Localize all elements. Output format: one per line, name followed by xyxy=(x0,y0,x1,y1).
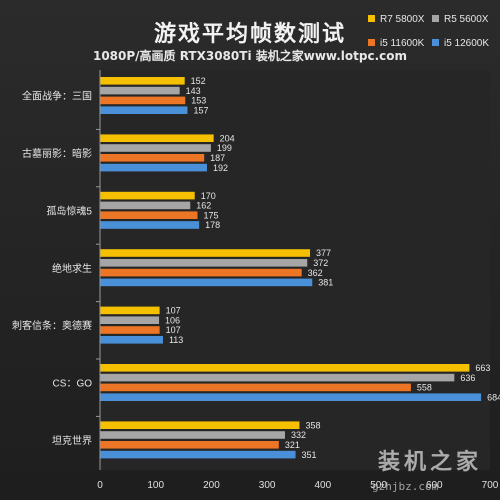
x-tick-label: 600 xyxy=(426,480,443,491)
bar xyxy=(100,154,205,162)
bar xyxy=(100,268,302,277)
bar xyxy=(100,163,207,172)
bar xyxy=(100,96,186,105)
bar xyxy=(100,201,191,210)
bar xyxy=(100,383,411,392)
data-label: 351 xyxy=(302,450,317,460)
data-label: 372 xyxy=(313,258,328,268)
bar xyxy=(100,191,195,200)
bar xyxy=(100,450,296,459)
bar xyxy=(100,373,455,382)
data-label: 358 xyxy=(305,420,320,430)
legend-swatch-i5-12600k xyxy=(432,39,439,46)
bar xyxy=(100,259,308,267)
data-label: 157 xyxy=(193,105,208,115)
bar xyxy=(100,278,313,287)
legend-item-i5-11600k: i5 11600K xyxy=(368,38,424,49)
category-label: 绝地求生 xyxy=(52,262,92,275)
legend-item-r5-5600x: R5 5600X xyxy=(432,14,488,25)
x-tick-label: 100 xyxy=(147,480,164,491)
data-label: 199 xyxy=(217,143,232,153)
bar xyxy=(100,106,188,114)
chart-subtitle: 1080P/高画质 RTX3080Ti 装机之家www.lotpc.com xyxy=(92,49,408,63)
bar xyxy=(100,77,185,85)
data-label: 113 xyxy=(169,335,183,345)
bar xyxy=(100,134,214,142)
legend-item-r7-5800x: R7 5800X xyxy=(368,14,424,25)
category-label: 坦克世界 xyxy=(52,434,92,447)
bar xyxy=(100,316,160,324)
data-label: 187 xyxy=(210,153,225,163)
bar xyxy=(100,441,279,449)
chart-title: 游戏平均帧数测试 xyxy=(153,22,346,47)
bar xyxy=(100,249,311,257)
data-label: 170 xyxy=(201,191,216,201)
x-tick-label: 200 xyxy=(203,480,220,491)
legend-item-i5-12600k: i5 12600K xyxy=(432,38,489,49)
legend-swatch-r7-5800x xyxy=(368,15,375,22)
data-label: 178 xyxy=(205,220,220,230)
data-label: 362 xyxy=(308,268,323,278)
data-label: 107 xyxy=(166,325,181,335)
category-label: 孤岛惊魂5 xyxy=(46,204,92,217)
data-label: 321 xyxy=(285,440,300,450)
legend-label-r7-5800x: R7 5800X xyxy=(380,14,425,25)
data-label: 381 xyxy=(318,278,333,288)
x-tick-label: 300 xyxy=(259,480,276,491)
x-tick-label: 400 xyxy=(315,480,332,491)
watermark-url: gzhjbz.com xyxy=(372,480,439,493)
category-label: CS：GO xyxy=(53,379,93,390)
data-label: 192 xyxy=(213,163,228,173)
bar xyxy=(100,326,160,334)
bar xyxy=(100,336,163,344)
data-label: 107 xyxy=(166,306,181,316)
bar xyxy=(100,393,482,401)
bar xyxy=(100,421,300,429)
data-label: 143 xyxy=(186,86,201,96)
bar xyxy=(100,431,285,439)
data-label: 204 xyxy=(220,133,235,143)
legend-label-i5-12600k: i5 12600K xyxy=(444,38,490,49)
bar xyxy=(100,221,200,229)
data-label: 175 xyxy=(204,210,219,220)
data-label: 332 xyxy=(291,430,306,440)
data-label: 152 xyxy=(191,76,206,86)
data-label: 106 xyxy=(165,315,180,325)
legend-swatch-i5-11600k xyxy=(368,39,375,46)
data-label: 636 xyxy=(460,373,475,383)
data-label: 377 xyxy=(316,248,331,258)
data-label: 162 xyxy=(196,201,211,211)
x-tick-label: 500 xyxy=(370,480,387,491)
legend-label-r5-5600x: R5 5600X xyxy=(444,14,489,25)
data-label: 558 xyxy=(417,383,432,393)
data-label: 153 xyxy=(191,96,206,106)
category-label: 古墓丽影：暗影 xyxy=(22,147,92,160)
category-label: 全面战争：三国 xyxy=(22,90,92,103)
watermark-logo: 装机之家 xyxy=(378,449,483,475)
category-label: 刺客信条：奥德赛 xyxy=(12,319,92,332)
data-label: 663 xyxy=(475,363,490,373)
x-tick-label: 700 xyxy=(482,480,499,491)
bar xyxy=(100,364,470,372)
bar xyxy=(100,86,180,95)
bar xyxy=(100,306,160,315)
bar xyxy=(100,144,211,152)
bar xyxy=(100,211,198,219)
data-label: 684 xyxy=(487,392,500,402)
legend-swatch-r5-5600x xyxy=(432,15,439,22)
legend-label-i5-11600k: i5 11600K xyxy=(380,38,425,49)
x-tick-label: 0 xyxy=(97,480,103,491)
